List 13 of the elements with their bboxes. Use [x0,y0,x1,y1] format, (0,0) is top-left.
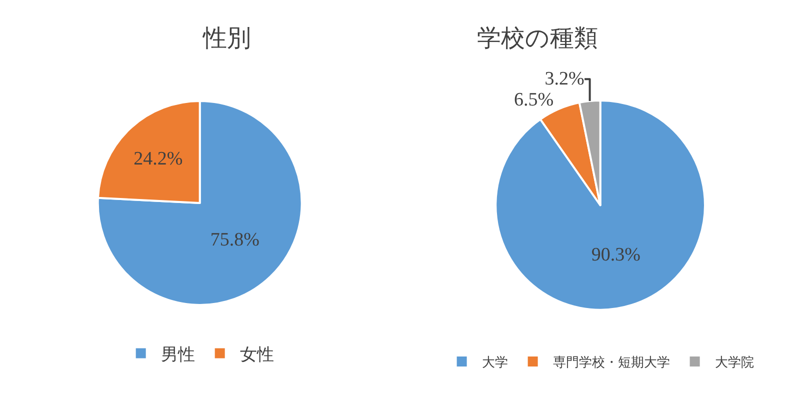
data-label: 90.3% [591,244,641,266]
legend-label: 女性 [240,344,274,364]
data-label: 3.2% [544,68,585,90]
pie-slice [96,100,303,306]
legend-label: 男性 [160,344,195,364]
chart-title: 性別 [202,26,251,52]
data-label: 24.2% [134,148,183,170]
data-label: 75.8% [210,229,260,250]
data-label: 6.5% [514,90,554,111]
chart-title: 学校の種類 [477,26,598,52]
legend-label: 大学院 [714,354,754,370]
legend-label: 大学 [482,354,508,370]
legend-label: 専門学校・短期大学 [552,354,670,370]
